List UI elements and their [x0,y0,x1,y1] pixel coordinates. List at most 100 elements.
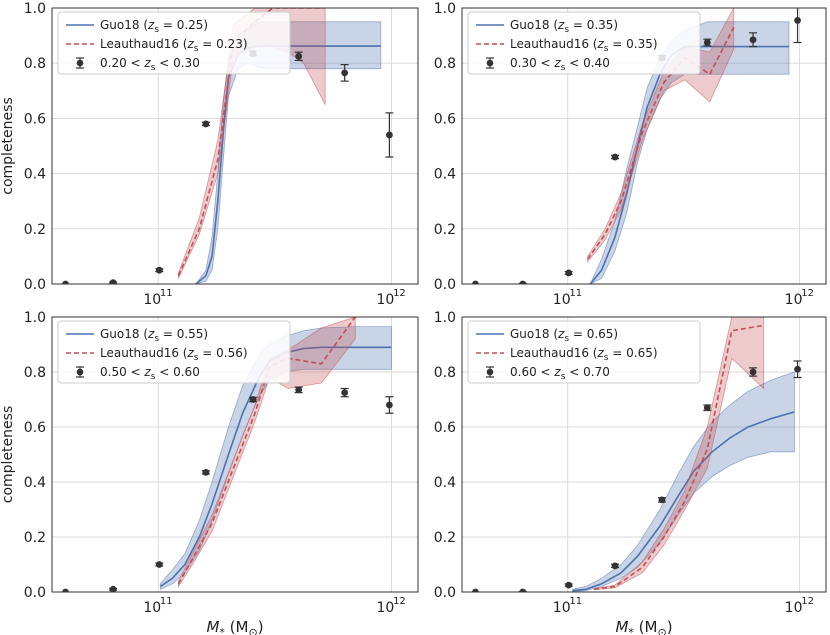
data-point [295,52,303,60]
x-tick-label: 10 [143,292,161,308]
y-tick-label: 1.0 [434,310,456,326]
y-tick-label: 0.8 [434,56,456,72]
series-line [589,45,789,284]
data-point [155,561,163,568]
x-tick-exponent: 12 [801,288,814,299]
series-line [177,317,356,585]
legend: Guo18 (zs = 0.35) Leauthaud16 (zs = 0.35)… [467,11,701,75]
y-tick-label: 0.4 [24,167,46,183]
y-tick-label: 0.0 [24,585,46,601]
data-point [794,17,801,24]
x-axis-label: M* (M⊙) [206,618,263,635]
series-band [589,21,790,284]
legend-box [57,320,291,384]
data-point [249,396,257,403]
x-tick-label: 10 [553,600,571,616]
series-line [593,324,764,591]
plot-content [472,317,802,592]
data-point [565,581,573,589]
y-tick-label: 0.8 [434,365,456,381]
series-line [159,346,392,588]
data-point [472,588,479,592]
legend-marker [76,59,84,67]
legend-label: 0.20 < zs < 0.30 [100,56,200,73]
data-point [565,269,573,277]
legend-box [57,11,291,75]
y-tick-label: 1.0 [24,310,46,326]
y-tick-label: 0.2 [24,530,46,546]
x-tick-exponent: 11 [569,596,582,607]
data-point [749,368,757,376]
legend-label: Guo18 (zs = 0.55) [100,327,208,344]
y-tick-label: 0.6 [24,420,46,436]
data-point [611,153,619,161]
x-tick-label: 10 [553,292,571,308]
data-point [202,120,210,128]
data-point [658,496,666,504]
x-tick-exponent: 12 [801,596,814,607]
data-point [341,389,349,397]
legend-label: Leauthaud16 (zs = 0.23) [100,37,248,54]
data-point [62,280,69,284]
x-axis-label: M* (M⊙) [615,618,672,635]
plot-content [62,317,394,592]
y-tick-label: 0.6 [434,420,456,436]
axes-frame [51,316,419,593]
legend: Guo18 (zs = 0.55) Leauthaud16 (zs = 0.56)… [57,320,291,384]
y-tick-label: 0.8 [24,365,46,381]
data-point [519,280,527,284]
y-tick-label: 1.0 [434,1,456,17]
data-point [703,39,711,46]
y-tick-label: 0.0 [434,585,456,601]
x-tick-exponent: 12 [393,288,406,299]
data-point [202,468,210,476]
x-tick-label: 10 [143,600,161,616]
data-point [155,266,163,274]
y-tick-label: 0.6 [434,111,456,127]
x-tick-exponent: 12 [393,596,406,607]
legend-marker [486,368,494,376]
legend-box [467,11,701,75]
series-band [572,371,795,592]
data-point [109,585,117,592]
data-point [794,365,801,373]
y-tick-label: 0.2 [434,222,456,238]
legend-marker [76,368,84,376]
legend-label: 0.60 < zs < 0.70 [510,365,610,382]
data-point [295,386,303,394]
axes-frame [51,7,419,285]
data-point [341,69,349,77]
series-line [587,26,735,260]
x-tick-exponent: 11 [160,596,173,607]
x-tick-label: 10 [377,600,395,616]
legend-label: Guo18 (zs = 0.65) [510,327,618,344]
series-band [178,317,356,588]
series-line [177,8,326,277]
y-tick-label: 0.2 [434,530,456,546]
data-point [385,401,393,409]
y-tick-label: 1.0 [24,1,46,17]
data-point [385,131,393,139]
legend-box [467,320,701,384]
legend-label: Guo18 (zs = 0.25) [100,18,208,35]
y-tick-label: 0.6 [24,111,46,127]
y-axis-label: completeness [0,406,16,503]
x-tick-label: 10 [377,292,395,308]
legend-label: 0.50 < zs < 0.60 [100,365,200,382]
y-tick-label: 0.0 [434,277,456,293]
legend-marker [486,59,494,67]
axes-frame [461,316,827,593]
data-point [611,562,619,570]
x-tick-label: 10 [785,600,803,616]
data-point [519,588,527,592]
y-tick-label: 0.2 [24,222,46,238]
data-point [109,279,117,284]
legend-label: Leauthaud16 (zs = 0.35) [510,37,658,54]
y-axis-label: completeness [0,97,16,194]
legend-label: Leauthaud16 (zs = 0.56) [100,346,248,363]
series-band [593,317,765,591]
